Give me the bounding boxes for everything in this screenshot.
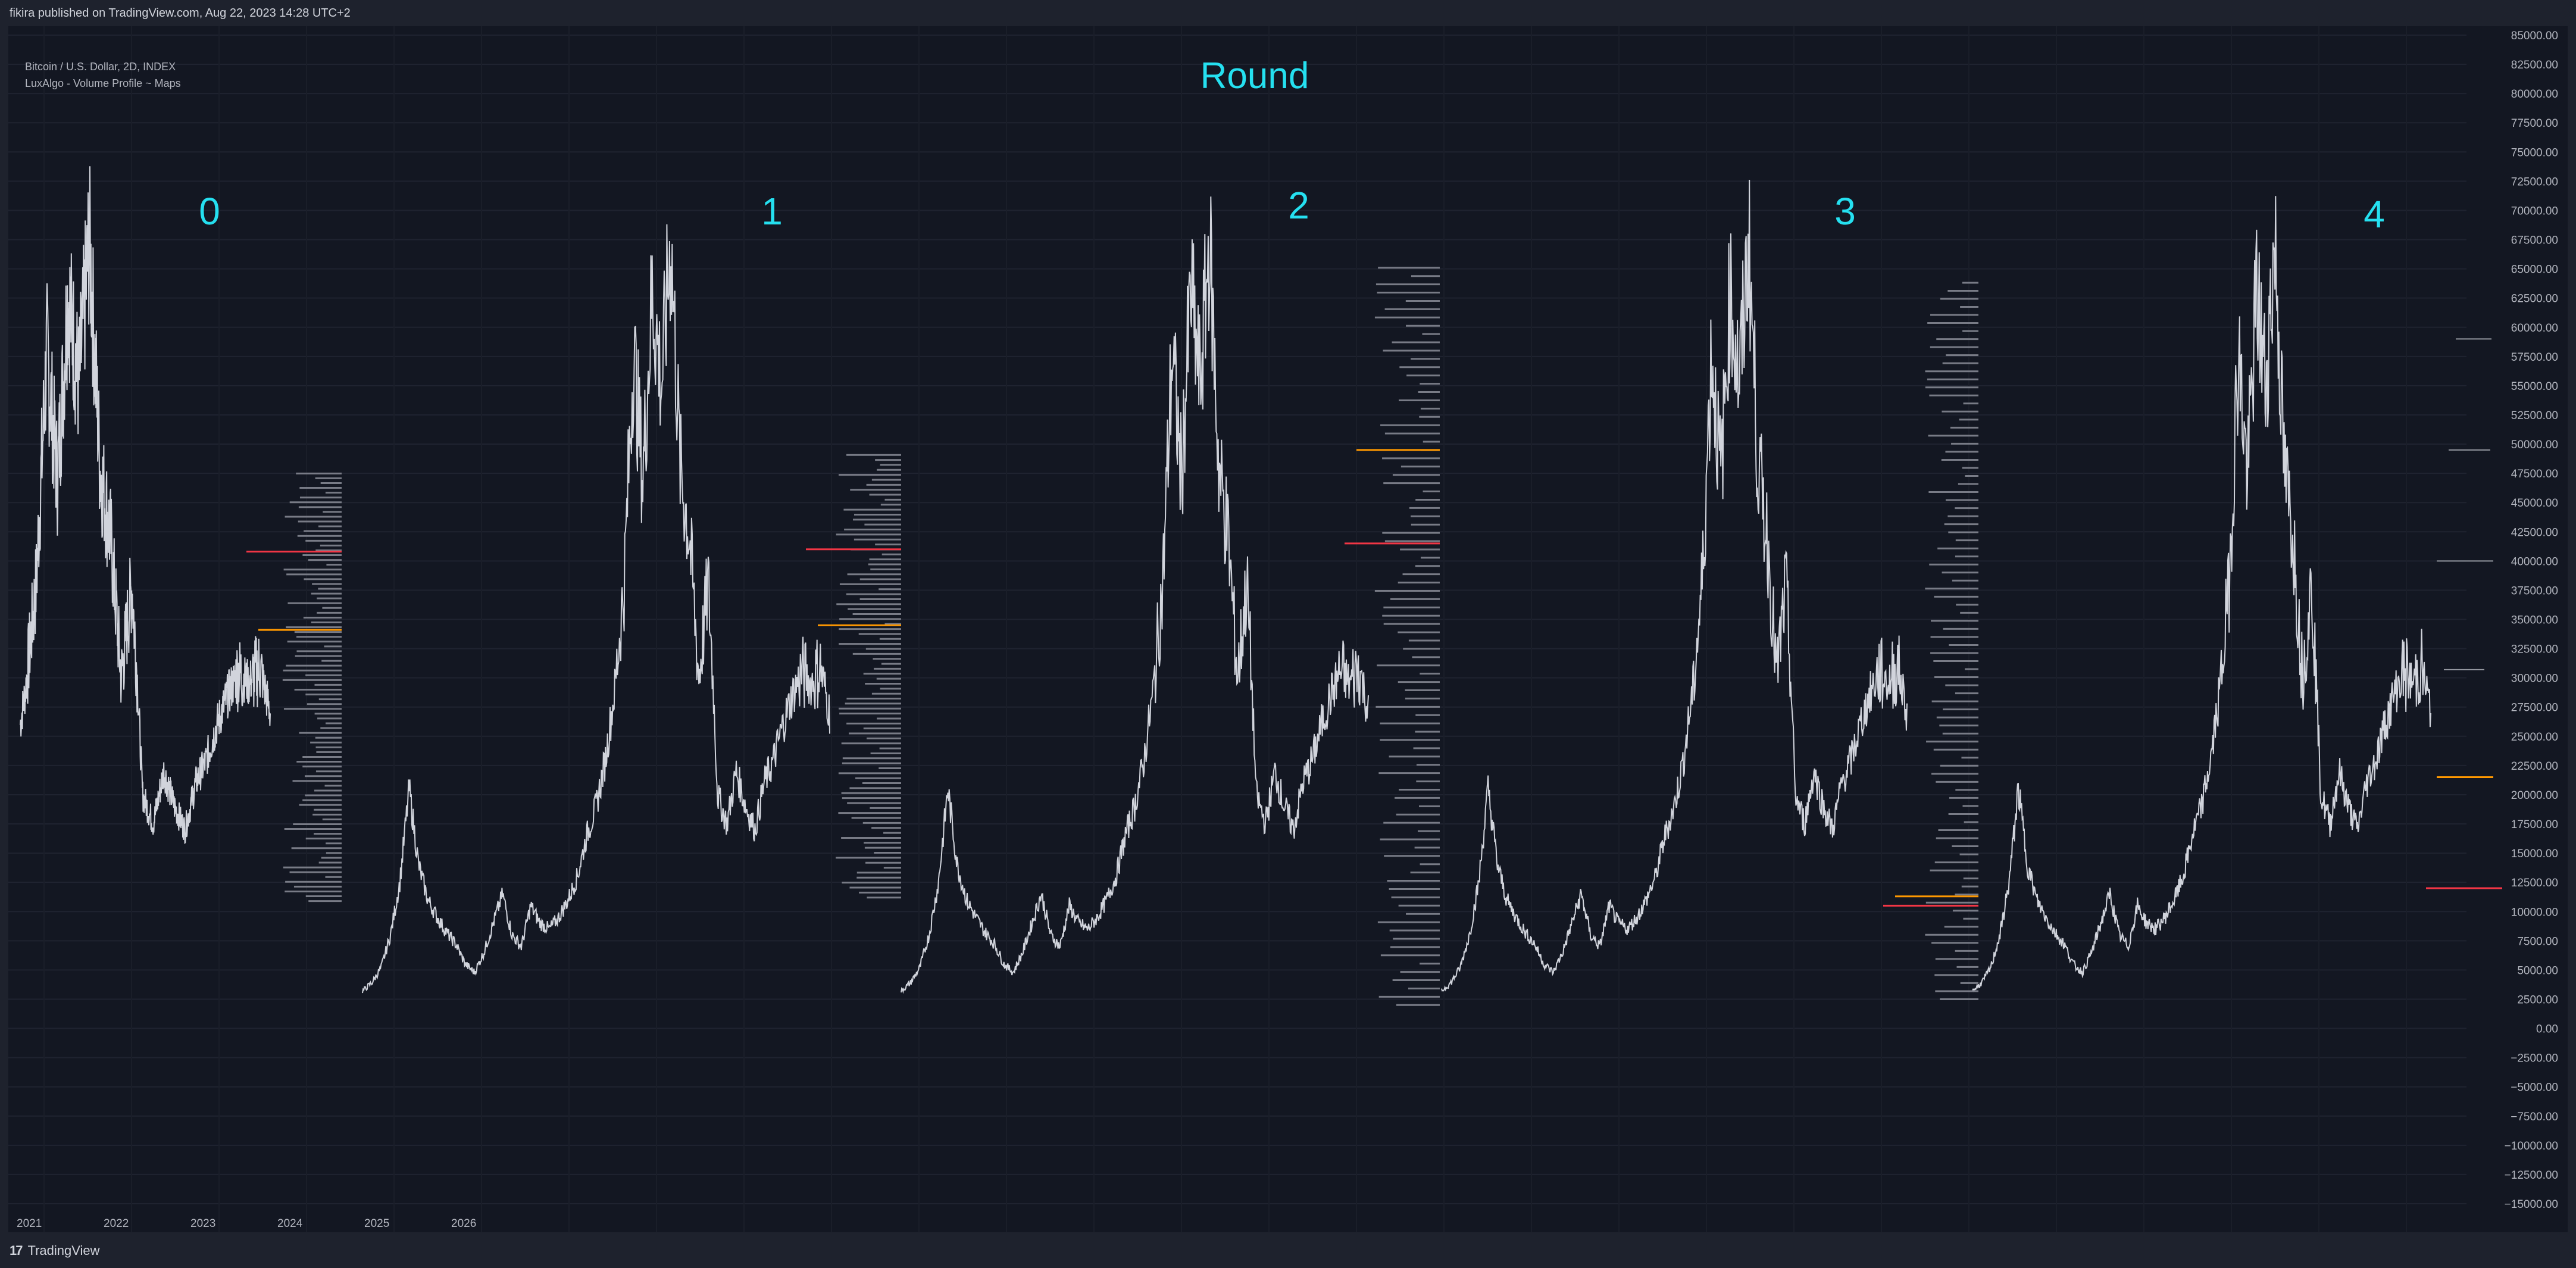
time-axis[interactable]: 2021 2022 2023 2024 2025 2026 <box>17 1217 476 1230</box>
y-tick-label: 30000.00 <box>2511 673 2558 685</box>
y-tick-label: 67500.00 <box>2511 235 2558 247</box>
y-tick-label: 27500.00 <box>2511 702 2558 714</box>
y-tick-label: 60000.00 <box>2511 322 2558 335</box>
tradingview-icon: 17 <box>10 1243 23 1258</box>
top-bar: fikira published on TradingView.com, Aug… <box>0 0 2576 26</box>
publish-info: fikira published on TradingView.com, Aug… <box>10 7 351 20</box>
panel-label-0: 0 <box>199 190 220 233</box>
y-tick-label: 62500.00 <box>2511 293 2558 305</box>
price-line-panel-2 <box>901 196 1369 994</box>
panel-label-2: 2 <box>1288 184 1309 227</box>
tradingview-logo[interactable]: 17 TradingView <box>10 1243 100 1258</box>
volume-profiles <box>246 267 2502 1006</box>
level-lines <box>2437 338 2493 670</box>
y-tick-label: 75000.00 <box>2511 146 2558 159</box>
y-tick-label: 42500.00 <box>2511 526 2558 539</box>
y-tick-label: 22500.00 <box>2511 760 2558 773</box>
annotations: 0 1 2 3 4 Round <box>199 55 2385 236</box>
y-tick-label: 57500.00 <box>2511 351 2558 364</box>
x-tick-label: 2023 <box>190 1217 215 1230</box>
x-tick-label: 2021 <box>17 1217 42 1230</box>
y-tick-label: 12500.00 <box>2511 877 2558 889</box>
y-tick-label: −2500.00 <box>2511 1052 2558 1065</box>
symbol-title[interactable]: Bitcoin / U.S. Dollar, 2D, INDEX <box>25 61 176 73</box>
y-tick-label: −15000.00 <box>2505 1198 2558 1211</box>
y-tick-label: 20000.00 <box>2511 789 2558 802</box>
x-tick-label: 2024 <box>277 1217 303 1230</box>
price-line-panel-3 <box>1441 179 1908 992</box>
y-tick-label: 72500.00 <box>2511 176 2558 188</box>
y-tick-label: 50000.00 <box>2511 439 2558 451</box>
y-tick-label: 35000.00 <box>2511 614 2558 627</box>
y-tick-label: 65000.00 <box>2511 264 2558 276</box>
y-tick-label: 85000.00 <box>2511 30 2558 42</box>
panel-label-1: 1 <box>761 190 783 233</box>
chart-canvas[interactable]: 0 1 2 3 4 Round 85000.00 82500.00 80000.00 77500… <box>8 26 2568 1232</box>
y-tick-label: 15000.00 <box>2511 848 2558 860</box>
y-tick-label: 25000.00 <box>2511 731 2558 744</box>
bottom-bar: 17 TradingView <box>0 1232 2576 1268</box>
y-tick-label: 5000.00 <box>2517 964 2558 977</box>
y-tick-label: 82500.00 <box>2511 59 2558 71</box>
indicator-title[interactable]: LuxAlgo - Volume Profile ~ Maps <box>25 77 181 89</box>
y-tick-label: 52500.00 <box>2511 410 2558 422</box>
y-tick-label: 70000.00 <box>2511 205 2558 217</box>
panel-label-4: 4 <box>2364 193 2385 236</box>
price-axis[interactable]: 85000.00 82500.00 80000.00 77500.00 75000.00… <box>2505 30 2558 1211</box>
brand-label: TradingView <box>27 1243 100 1258</box>
panel-label-3: 3 <box>1834 190 1856 233</box>
x-tick-label: 2022 <box>104 1217 129 1230</box>
y-tick-label: 47500.00 <box>2511 468 2558 480</box>
y-tick-label: 77500.00 <box>2511 117 2558 130</box>
chart-frame[interactable]: 0 1 2 3 4 Round 85000.00 82500.00 80000.00 77500… <box>8 26 2568 1232</box>
price-line-panel-0 <box>20 166 271 844</box>
y-tick-label: −10000.00 <box>2505 1140 2558 1153</box>
y-tick-label: 45000.00 <box>2511 497 2558 510</box>
y-tick-label: 10000.00 <box>2511 906 2558 919</box>
y-tick-label: 7500.00 <box>2517 935 2558 948</box>
y-tick-label: 37500.00 <box>2511 585 2558 597</box>
price-line-panel-1 <box>362 224 830 994</box>
chart-title: Round <box>1201 55 1309 96</box>
y-tick-label: −7500.00 <box>2511 1111 2558 1123</box>
y-tick-label: 2500.00 <box>2517 994 2558 1006</box>
price-line-panel-4 <box>1972 196 2431 993</box>
y-tick-label: −5000.00 <box>2511 1082 2558 1094</box>
y-tick-label: −12500.00 <box>2505 1169 2558 1182</box>
y-tick-label: 0.00 <box>2536 1023 2558 1036</box>
grid-lines <box>8 26 2466 1232</box>
x-tick-label: 2025 <box>364 1217 389 1230</box>
y-tick-label: 55000.00 <box>2511 380 2558 393</box>
x-tick-label: 2026 <box>451 1217 476 1230</box>
y-tick-label: 32500.00 <box>2511 644 2558 656</box>
price-series <box>20 166 2431 994</box>
chart-legend: Bitcoin / U.S. Dollar, 2D, INDEX LuxAlgo… <box>25 58 181 92</box>
y-tick-label: 80000.00 <box>2511 88 2558 101</box>
y-tick-label: 17500.00 <box>2511 819 2558 831</box>
y-tick-label: 40000.00 <box>2511 555 2558 568</box>
